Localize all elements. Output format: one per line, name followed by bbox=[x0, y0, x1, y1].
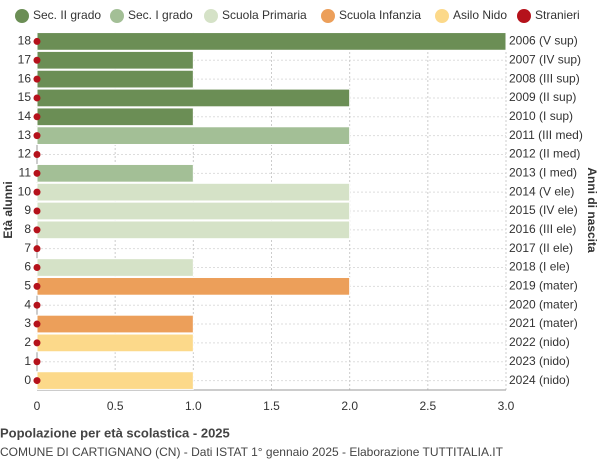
y-tick-label: 5 bbox=[24, 279, 31, 293]
y-tick-label: 8 bbox=[24, 222, 31, 236]
y-tick-label: 0 bbox=[24, 373, 31, 387]
bar bbox=[36, 220, 351, 240]
dot bbox=[33, 169, 41, 177]
bar bbox=[36, 126, 351, 145]
y2-tick-label: 2011 (III med) bbox=[509, 128, 583, 142]
bar bbox=[36, 371, 194, 390]
dot bbox=[33, 377, 41, 385]
x-tick-label: 0.5 bbox=[107, 399, 124, 413]
y-tick-label: 9 bbox=[24, 203, 31, 217]
dot bbox=[33, 301, 41, 309]
y2-tick-label: 2015 (IV ele) bbox=[509, 203, 578, 217]
legend-marker bbox=[435, 9, 449, 23]
bar bbox=[36, 69, 194, 89]
y-tick-label: 4 bbox=[24, 297, 31, 311]
legend-marker bbox=[517, 9, 531, 23]
y-tick-label: 18 bbox=[18, 34, 32, 48]
y2-tick-label: 2022 (nido) bbox=[509, 335, 570, 349]
y-tick-label: 10 bbox=[18, 184, 32, 198]
legend-label: Scuola Primaria bbox=[222, 8, 307, 22]
y2-tick-label: 2014 (V ele) bbox=[509, 184, 574, 198]
dot bbox=[33, 226, 41, 234]
bar bbox=[36, 314, 194, 334]
dot bbox=[33, 320, 41, 328]
y2-tick-label: 2012 (II med) bbox=[509, 147, 580, 161]
y2-tick-label: 2006 (V sup) bbox=[509, 34, 578, 48]
y-tick-label: 6 bbox=[24, 260, 31, 274]
dot bbox=[33, 113, 41, 121]
bar bbox=[36, 88, 351, 108]
bar bbox=[36, 50, 194, 70]
y2-tick-label: 2017 (II ele) bbox=[509, 241, 573, 255]
y-tick-label: 12 bbox=[18, 147, 32, 161]
y2-tick-label: 2020 (mater) bbox=[509, 297, 578, 311]
bar bbox=[36, 277, 351, 296]
bar bbox=[36, 32, 507, 51]
dot bbox=[33, 37, 41, 45]
y2-tick-label: 2013 (I med) bbox=[509, 165, 577, 179]
y2-tick-label: 2021 (mater) bbox=[509, 316, 578, 330]
bar bbox=[36, 258, 194, 277]
dot bbox=[33, 339, 41, 347]
y-tick-label: 7 bbox=[24, 241, 31, 255]
y-tick-label: 2 bbox=[24, 335, 31, 349]
y2-tick-label: 2023 (nido) bbox=[509, 354, 570, 368]
dot bbox=[33, 150, 41, 158]
legend-marker bbox=[321, 9, 335, 23]
y2-tick-label: 2019 (mater) bbox=[509, 279, 578, 293]
bar bbox=[36, 201, 351, 221]
legend-label: Asilo Nido bbox=[453, 8, 507, 22]
legend-label: Sec. I grado bbox=[128, 8, 193, 22]
y-tick-label: 11 bbox=[19, 165, 32, 179]
y2-axis-title: Anni di nascita bbox=[585, 167, 599, 253]
y2-tick-label: 2024 (nido) bbox=[509, 373, 570, 387]
dot bbox=[33, 358, 41, 366]
dot bbox=[33, 245, 41, 253]
dot bbox=[33, 75, 41, 83]
legend-marker bbox=[204, 9, 218, 23]
bar bbox=[36, 163, 194, 183]
y-tick-label: 15 bbox=[18, 90, 32, 104]
y2-tick-label: 2018 (I ele) bbox=[509, 260, 570, 274]
x-tick-label: 0 bbox=[34, 399, 41, 413]
legend-label: Sec. II grado bbox=[33, 8, 101, 22]
y-tick-label: 17 bbox=[18, 52, 32, 66]
y2-tick-label: 2008 (III sup) bbox=[509, 71, 580, 85]
dot bbox=[33, 132, 41, 140]
y2-tick-label: 2016 (III ele) bbox=[509, 222, 576, 236]
legend-label: Scuola Infanzia bbox=[339, 8, 421, 22]
x-tick-label: 2.0 bbox=[341, 399, 358, 413]
chart-subtitle: COMUNE DI CARTIGNANO (CN) - Dati ISTAT 1… bbox=[0, 445, 504, 459]
x-tick-label: 3.0 bbox=[498, 399, 515, 413]
x-tick-label: 2.5 bbox=[419, 399, 436, 413]
y-tick-label: 3 bbox=[24, 316, 31, 330]
dot bbox=[33, 56, 41, 64]
y-tick-label: 16 bbox=[18, 71, 32, 85]
y-tick-label: 1 bbox=[24, 354, 31, 368]
legend-marker bbox=[15, 9, 29, 23]
dot bbox=[33, 282, 41, 290]
y-tick-label: 14 bbox=[18, 109, 32, 123]
y2-tick-label: 2007 (IV sup) bbox=[509, 52, 581, 66]
y2-tick-label: 2009 (II sup) bbox=[509, 90, 576, 104]
y-axis-title: Età alunni bbox=[1, 181, 15, 238]
bar bbox=[36, 333, 194, 353]
legend-label: Stranieri bbox=[535, 8, 580, 22]
dot bbox=[33, 94, 41, 102]
chart-title: Popolazione per età scolastica - 2025 bbox=[0, 425, 230, 440]
dot bbox=[33, 264, 41, 272]
y-tick-label: 13 bbox=[18, 128, 32, 142]
dot bbox=[33, 207, 41, 215]
dot bbox=[33, 188, 41, 196]
bar bbox=[36, 107, 194, 127]
x-tick-label: 1.5 bbox=[263, 399, 280, 413]
x-tick-label: 1.0 bbox=[185, 399, 202, 413]
y2-tick-label: 2010 (I sup) bbox=[509, 109, 573, 123]
legend-marker bbox=[110, 9, 124, 23]
bar bbox=[36, 182, 351, 202]
